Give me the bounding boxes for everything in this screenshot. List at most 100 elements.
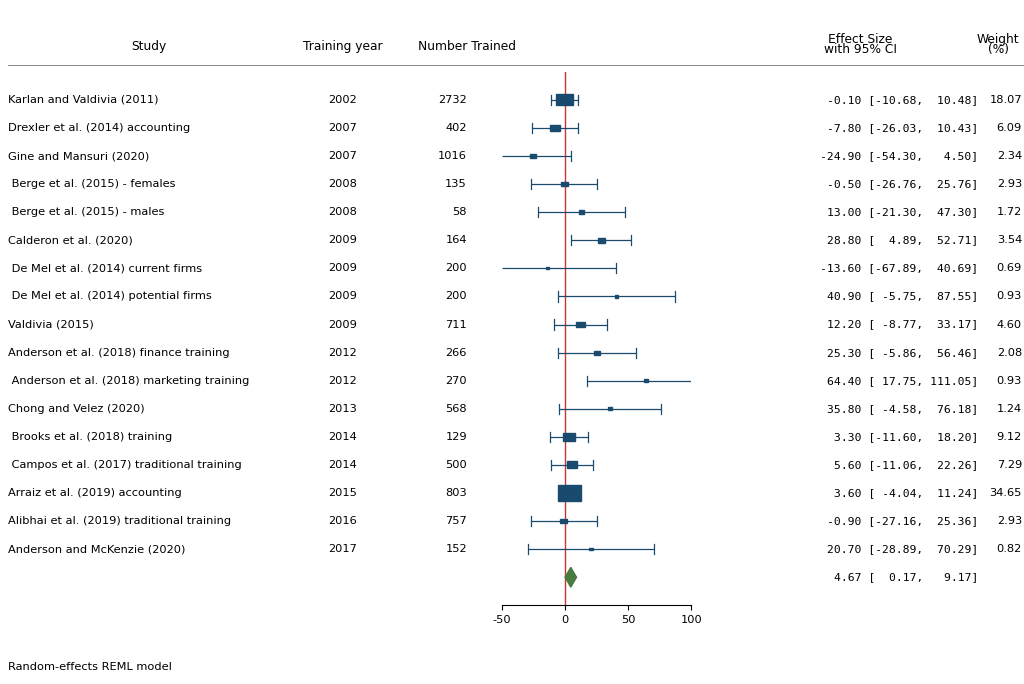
Text: Alibhai et al. (2019) traditional training: Alibhai et al. (2019) traditional traini… [8,516,231,526]
Text: 2009: 2009 [329,235,357,246]
Text: Brooks et al. (2018) training: Brooks et al. (2018) training [8,432,172,442]
Text: 2014: 2014 [329,432,357,442]
Text: 25.30 [ -5.86,  56.46]: 25.30 [ -5.86, 56.46] [826,347,978,358]
Text: 0.93: 0.93 [996,291,1022,302]
Text: 5.60 [-11.06,  22.26]: 5.60 [-11.06, 22.26] [834,460,978,470]
Bar [546,267,549,269]
Text: -0.50 [-26.76,  25.76]: -0.50 [-26.76, 25.76] [826,179,978,189]
Text: 2013: 2013 [329,404,357,414]
Text: 13.00 [-21.30,  47.30]: 13.00 [-21.30, 47.30] [826,207,978,218]
Text: 2.93: 2.93 [996,516,1022,526]
Text: Training year: Training year [303,40,383,53]
Text: Karlan and Valdivia (2011): Karlan and Valdivia (2011) [8,95,159,105]
Text: 266: 266 [445,347,467,358]
Text: Gine and Mansuri (2020): Gine and Mansuri (2020) [8,151,150,161]
Text: 12.20 [ -8.77,  33.17]: 12.20 [ -8.77, 33.17] [826,319,978,330]
Text: 7.29: 7.29 [996,460,1022,470]
Text: 500: 500 [445,460,467,470]
Bar [608,407,612,410]
Text: Campos et al. (2017) traditional training: Campos et al. (2017) traditional trainin… [8,460,242,470]
Text: 200: 200 [445,263,467,274]
Text: 757: 757 [445,516,467,526]
Bar [561,182,567,186]
Text: 2008: 2008 [329,207,357,218]
Polygon shape [565,568,577,587]
Bar [560,519,567,523]
Text: 64.40 [ 17.75, 111.05]: 64.40 [ 17.75, 111.05] [826,376,978,386]
Text: 0.82: 0.82 [996,544,1022,554]
Text: 2.08: 2.08 [996,347,1022,358]
Text: 200: 200 [445,291,467,302]
Text: 270: 270 [445,376,467,386]
Text: 1.24: 1.24 [996,404,1022,414]
Text: (%): (%) [988,43,1009,56]
Bar [614,295,618,298]
Bar [577,321,585,328]
Text: 2009: 2009 [329,319,357,330]
Text: 58: 58 [453,207,467,218]
Text: 0.69: 0.69 [996,263,1022,274]
Bar [556,94,573,105]
Text: 1.72: 1.72 [996,207,1022,218]
Text: Effect Size: Effect Size [828,33,892,46]
Text: -0.90 [-27.16,  25.36]: -0.90 [-27.16, 25.36] [826,516,978,526]
Text: Anderson et al. (2018) finance training: Anderson et al. (2018) finance training [8,347,229,358]
Text: 20.70 [-28.89,  70.29]: 20.70 [-28.89, 70.29] [826,544,978,554]
Text: Calderon et al. (2020): Calderon et al. (2020) [8,235,133,246]
Text: 2007: 2007 [329,123,357,133]
Text: 2015: 2015 [329,488,357,498]
Text: 2014: 2014 [329,460,357,470]
Text: -13.60 [-67.89,  40.69]: -13.60 [-67.89, 40.69] [820,263,978,274]
Text: 711: 711 [445,319,467,330]
Text: 40.90 [ -5.75,  87.55]: 40.90 [ -5.75, 87.55] [826,291,978,302]
Bar [558,486,581,501]
Text: 2009: 2009 [329,291,357,302]
Text: 2016: 2016 [329,516,357,526]
Text: 803: 803 [445,488,467,498]
Text: 4.60: 4.60 [996,319,1022,330]
Text: 3.30 [-11.60,  18.20]: 3.30 [-11.60, 18.20] [834,432,978,442]
Text: Berge et al. (2015) - females: Berge et al. (2015) - females [8,179,176,189]
Text: 34.65: 34.65 [989,488,1022,498]
Text: 3.60 [ -4.04,  11.24]: 3.60 [ -4.04, 11.24] [834,488,978,498]
Text: 2.93: 2.93 [996,179,1022,189]
Text: Random-effects REML model: Random-effects REML model [8,662,172,672]
Bar [594,351,600,354]
Text: with 95% CI: with 95% CI [823,43,897,56]
Text: 2.34: 2.34 [996,151,1022,161]
Text: De Mel et al. (2014) current firms: De Mel et al. (2014) current firms [8,263,203,274]
Text: 35.80 [ -4.58,  76.18]: 35.80 [ -4.58, 76.18] [826,404,978,414]
Text: 28.80 [  4.89,  52.71]: 28.80 [ 4.89, 52.71] [826,235,978,246]
Bar [598,238,605,243]
Bar [566,462,578,469]
Text: 2002: 2002 [329,95,357,105]
Bar [589,548,593,551]
Text: Study: Study [131,40,166,53]
Text: Anderson et al. (2018) marketing training: Anderson et al. (2018) marketing trainin… [8,376,250,386]
Text: Weight: Weight [977,33,1020,46]
Text: Number Trained: Number Trained [418,40,516,53]
Text: 2007: 2007 [329,151,357,161]
Text: 6.09: 6.09 [996,123,1022,133]
Text: 1016: 1016 [438,151,467,161]
Text: Anderson and McKenzie (2020): Anderson and McKenzie (2020) [8,544,185,554]
Text: -24.90 [-54.30,   4.50]: -24.90 [-54.30, 4.50] [820,151,978,161]
Text: 3.54: 3.54 [996,235,1022,246]
Text: 135: 135 [445,179,467,189]
Text: -7.80 [-26.03,  10.43]: -7.80 [-26.03, 10.43] [826,123,978,133]
Bar [563,433,575,440]
Text: Drexler et al. (2014) accounting: Drexler et al. (2014) accounting [8,123,190,133]
Text: 2008: 2008 [329,179,357,189]
Text: 568: 568 [445,404,467,414]
Text: Chong and Velez (2020): Chong and Velez (2020) [8,404,144,414]
Text: 402: 402 [445,123,467,133]
Text: 18.07: 18.07 [989,95,1022,105]
Text: 2732: 2732 [438,95,467,105]
Text: 0.93: 0.93 [996,376,1022,386]
Text: Arraiz et al. (2019) accounting: Arraiz et al. (2019) accounting [8,488,182,498]
Bar [530,154,537,158]
Text: 2012: 2012 [329,347,357,358]
Text: Valdivia (2015): Valdivia (2015) [8,319,94,330]
Text: 4.67 [  0.17,   9.17]: 4.67 [ 0.17, 9.17] [834,573,978,582]
Text: Berge et al. (2015) - males: Berge et al. (2015) - males [8,207,165,218]
